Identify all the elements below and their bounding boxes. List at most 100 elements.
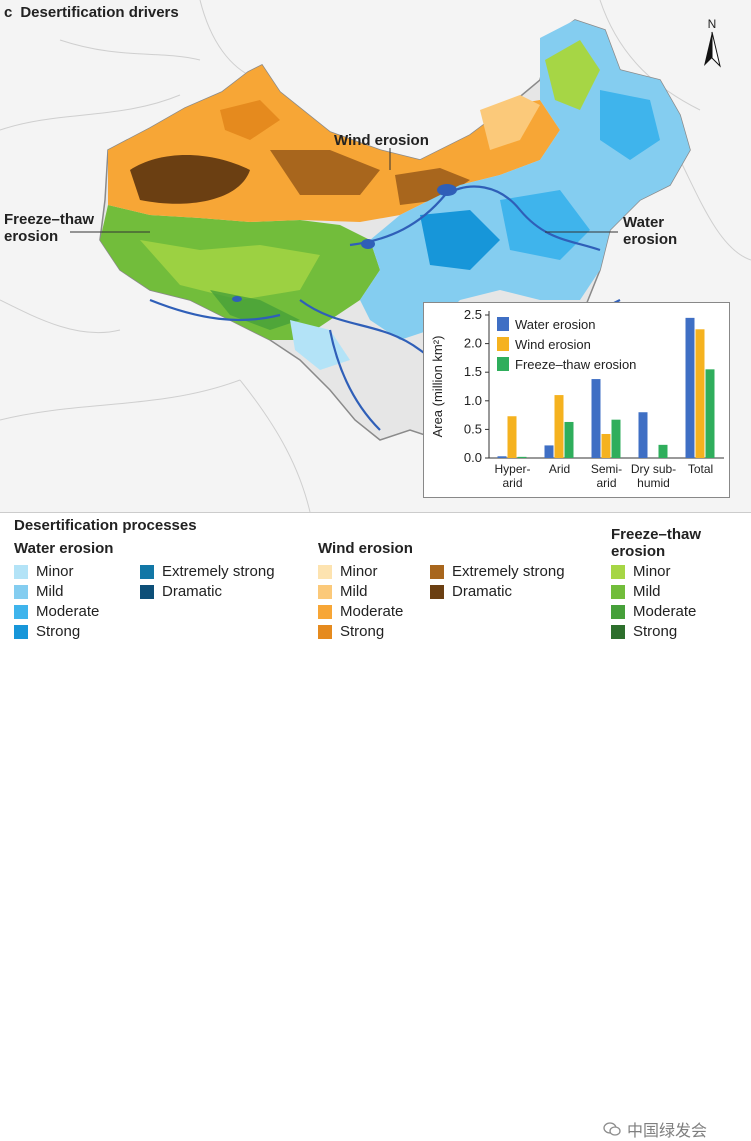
y-tick-label: 1.5: [464, 364, 482, 379]
legend-swatch: [430, 564, 444, 579]
legend-item-freeze-mild: Mild: [611, 582, 661, 601]
bar-freeze-thaw-erosion-4: [705, 369, 715, 458]
water-erosion-label: Water erosion: [623, 214, 677, 248]
legend-swatch: [318, 604, 332, 619]
legend-swatch: [318, 624, 332, 639]
panel-letter: c: [4, 4, 13, 21]
legend-freeze-title-line1: Freeze–thaw: [611, 526, 702, 543]
bar-wind-erosion-0: [507, 416, 517, 458]
legend-label: Mild: [36, 583, 64, 600]
legend-label: Dramatic: [162, 583, 223, 600]
legend-water-title: Water erosion: [14, 540, 114, 557]
legend-label: Strong: [36, 623, 81, 640]
chart-legend-label: Freeze–thaw erosion: [515, 357, 636, 372]
bar-wind-erosion-4: [695, 329, 705, 458]
water-erosion-label-line1: Water: [623, 214, 665, 231]
chart-legend-label: Wind erosion: [515, 337, 591, 352]
bar-freeze-thaw-erosion-0: [517, 456, 527, 458]
bar-freeze-thaw-erosion-3: [658, 444, 668, 458]
legend-item-wind-moderate: Moderate: [318, 602, 403, 621]
neighbor-borders: [0, 0, 751, 512]
x-tick-label-line2: arid: [596, 476, 616, 490]
legend-wind-title: Wind erosion: [318, 540, 413, 557]
y-tick-label: 2.0: [464, 336, 482, 351]
legend-swatch-1: [497, 337, 509, 351]
legend-swatch: [140, 564, 154, 579]
legend-swatch: [14, 584, 28, 599]
legend-label: Dramatic: [452, 583, 513, 600]
legend-label: Strong: [633, 623, 678, 640]
legend-label: Extremely strong: [162, 563, 275, 580]
legend-label: Minor: [340, 563, 378, 580]
y-axis-label: Area (million km²): [430, 336, 445, 438]
legend-item-freeze-moderate: Moderate: [611, 602, 696, 621]
legend-swatch-2: [497, 357, 509, 371]
x-tick-label: Arid: [549, 462, 570, 476]
watermark: 中国绿发会: [603, 1117, 707, 1141]
wechat-icon: [603, 1122, 621, 1136]
legend-label: Minor: [633, 563, 671, 580]
legend-item-wind-extremely-strong: Extremely strong: [430, 562, 565, 581]
legend-label: Mild: [633, 583, 661, 600]
bar-freeze-thaw-erosion-1: [564, 421, 574, 458]
y-tick-label: 2.5: [464, 307, 482, 322]
legend-swatch: [14, 624, 28, 639]
legend-label: Minor: [36, 563, 74, 580]
legend-swatch: [430, 584, 444, 599]
legend: Desertification processes Water erosion …: [0, 512, 751, 1140]
x-tick-label: Total: [688, 462, 713, 476]
freeze-thaw-label-line1: Freeze–thaw: [4, 211, 95, 228]
x-tick-label: Hyper-: [494, 462, 530, 476]
legend-swatch: [318, 584, 332, 599]
freeze-thaw-label-line2: erosion: [4, 228, 59, 245]
inset-bar-chart: 0.0 0.5 1.0 1.5 2.0 2.5 Area (million km²) Hype…: [423, 302, 730, 498]
north-arrow-icon: N: [700, 16, 724, 70]
legend-label: Extremely strong: [452, 563, 565, 580]
legend-item-water-dramatic: Dramatic: [140, 582, 222, 601]
bar-chart-svg: 0.0 0.5 1.0 1.5 2.0 2.5 Area (million km²) Hype…: [430, 307, 724, 490]
legend-item-wind-mild: Mild: [318, 582, 368, 601]
legend-item-freeze-minor: Minor: [611, 562, 671, 581]
north-label: N: [708, 17, 717, 31]
y-tick-label: 0.5: [464, 421, 482, 436]
legend-swatch: [14, 564, 28, 579]
legend-swatch: [318, 564, 332, 579]
legend-swatch: [611, 624, 625, 639]
x-tick-label: Semi-: [591, 462, 622, 476]
legend-swatch: [14, 604, 28, 619]
legend-item-freeze-strong: Strong: [611, 622, 677, 641]
bar-wind-erosion-2: [601, 433, 611, 458]
bar-water-erosion-1: [544, 445, 554, 458]
x-tick-label: Dry sub-: [631, 462, 676, 476]
bar-freeze-thaw-erosion-2: [611, 419, 621, 458]
legend-item-wind-minor: Minor: [318, 562, 378, 581]
legend-label: Moderate: [36, 603, 100, 620]
freeze-thaw-label: Freeze–thaw erosion: [4, 211, 94, 245]
water-erosion-label-line2: erosion: [623, 231, 678, 248]
bar-wind-erosion-1: [554, 395, 564, 458]
watermark-text: 中国绿发会: [627, 1123, 708, 1140]
legend-item-wind-strong: Strong: [318, 622, 384, 641]
y-tick-label: 1.0: [464, 393, 482, 408]
legend-item-water-minor: Minor: [14, 562, 74, 581]
bar-water-erosion-0: [497, 456, 507, 458]
legend-item-wind-dramatic: Dramatic: [430, 582, 512, 601]
legend-swatch: [611, 604, 625, 619]
wind-erosion-label: Wind erosion: [334, 132, 429, 149]
legend-item-water-moderate: Moderate: [14, 602, 99, 621]
legend-swatch: [140, 584, 154, 599]
legend-item-water-mild: Mild: [14, 582, 64, 601]
legend-item-water-extremely-strong: Extremely strong: [140, 562, 275, 581]
map-area: c Desertification drivers Wind erosion Fr…: [0, 0, 751, 512]
bar-water-erosion-2: [591, 379, 601, 458]
legend-label: Strong: [340, 623, 385, 640]
legend-title: Desertification processes: [14, 517, 197, 534]
legend-label: Moderate: [340, 603, 404, 620]
legend-item-water-strong: Strong: [14, 622, 80, 641]
legend-label: Moderate: [633, 603, 697, 620]
bar-water-erosion-3: [638, 412, 648, 458]
chart-legend-label: Water erosion: [515, 317, 595, 332]
panel-title: c Desertification drivers: [4, 4, 179, 21]
legend-freeze-title-line2: erosion: [611, 543, 666, 560]
y-tick-label: 0.0: [464, 450, 482, 465]
